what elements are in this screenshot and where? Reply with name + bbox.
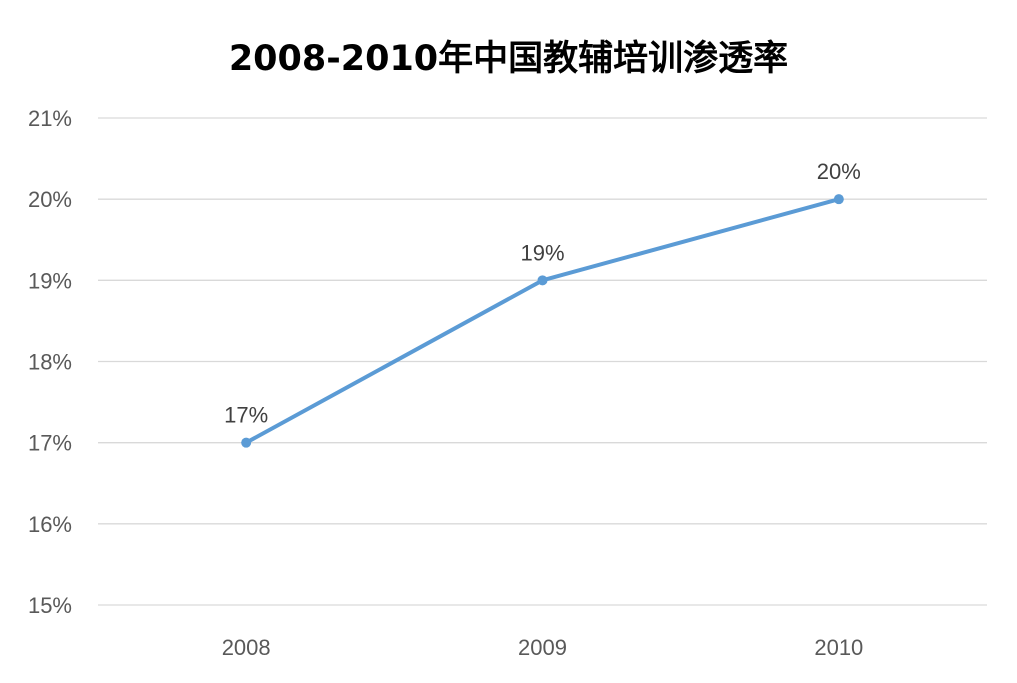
grid-lines <box>98 117 987 606</box>
data-labels: 17% 19% 20% <box>224 159 861 428</box>
data-label: 17% <box>224 403 268 428</box>
y-tick-label: 15% <box>28 593 72 618</box>
data-label: 19% <box>520 240 564 265</box>
data-label: 20% <box>817 159 861 184</box>
y-tick-label: 19% <box>28 268 72 293</box>
y-axis-tick-labels: 15% 16% 17% 18% 19% 20% 21% <box>28 106 72 618</box>
y-tick-label: 18% <box>28 350 72 375</box>
data-point <box>241 437 252 448</box>
y-tick-label: 21% <box>28 106 72 131</box>
data-point <box>537 275 548 286</box>
y-tick-label: 20% <box>28 187 72 212</box>
series-layer <box>241 194 844 448</box>
y-tick-label: 17% <box>28 431 72 456</box>
x-tick-label: 2008 <box>222 635 271 660</box>
chart-title: 2008-2010年中国教辅培训渗透率 <box>228 39 789 79</box>
series-line <box>244 197 841 445</box>
x-tick-label: 2009 <box>518 635 567 660</box>
y-tick-label: 16% <box>28 512 72 537</box>
data-point <box>833 194 844 205</box>
x-tick-label: 2010 <box>814 635 863 660</box>
x-axis-tick-labels: 2008 2009 2010 <box>222 635 864 660</box>
